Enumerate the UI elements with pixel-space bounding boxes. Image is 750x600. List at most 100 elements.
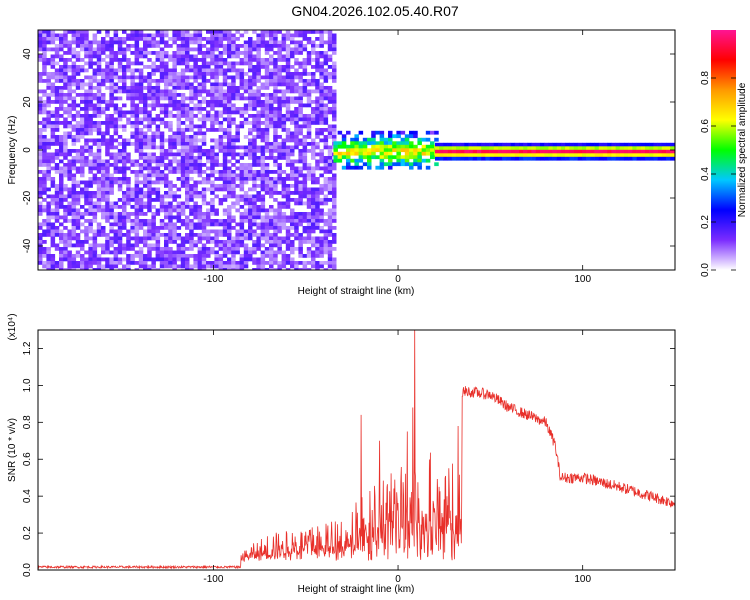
spectrogram-cell	[548, 146, 553, 151]
spectrogram-cell	[122, 30, 127, 34]
spectrogram-cell	[560, 156, 566, 161]
spectrogram-cell	[306, 215, 312, 220]
spectrogram-cell	[151, 257, 156, 262]
spectrogram-cell	[644, 146, 650, 151]
spectrogram-cell	[447, 153, 453, 158]
spectrogram-cell	[350, 137, 355, 142]
spectrogram-cell	[210, 138, 215, 143]
spectrogram-cell	[206, 79, 211, 83]
spectrogram-cell	[197, 240, 203, 244]
spectrogram-cell	[619, 149, 625, 154]
spectrogram-cell	[96, 194, 102, 199]
spectrogram-cell	[54, 138, 60, 143]
spectrogram-cell	[130, 212, 135, 216]
spectrogram-cell	[248, 233, 253, 237]
spectrogram-cell	[302, 152, 308, 157]
spectrogram-cell	[159, 30, 165, 34]
spectrogram-cell	[346, 151, 351, 156]
spectrogram-cell	[290, 82, 295, 87]
spectrogram-cell	[644, 142, 650, 147]
spectrogram-cell	[143, 114, 148, 118]
spectrogram-cell	[193, 103, 198, 108]
spectrogram-cell	[80, 261, 85, 265]
spectrogram-cell	[264, 107, 270, 111]
spectrogram-cell	[332, 261, 337, 265]
spectrogram-cell	[164, 222, 169, 227]
spectrogram-cell	[302, 82, 308, 87]
spectrogram-cell	[172, 215, 177, 220]
spectrogram-xlabel: Height of straight line (km)	[298, 286, 415, 297]
spectrogram-cell	[243, 135, 249, 139]
spectrogram-cell	[67, 254, 72, 258]
spectrogram-cell	[201, 89, 207, 94]
spectrogram-cell	[147, 198, 152, 202]
spectrogram-cell	[67, 82, 72, 87]
spectrogram-cell	[661, 142, 667, 147]
spectrogram-cell	[218, 86, 224, 90]
spectrogram-cell	[168, 212, 173, 216]
spectrogram-cell	[96, 177, 102, 181]
spectrogram-cell	[201, 58, 207, 62]
spectrogram-cell	[117, 79, 123, 83]
spectrogram-cell	[231, 194, 236, 199]
spectrogram-cell	[404, 141, 410, 146]
spectrogram-cell	[294, 184, 299, 188]
spectrogram-cell	[539, 153, 545, 158]
spectrogram-cell	[248, 47, 253, 52]
spectrogram-cell	[243, 110, 249, 115]
spectrogram-cell	[281, 40, 287, 45]
spectrogram-cell	[607, 156, 612, 161]
spectrogram-cell	[122, 212, 127, 216]
spectrogram-cell	[264, 33, 270, 38]
spectrogram-cell	[298, 268, 303, 270]
spectrogram-cell	[168, 138, 173, 143]
spectrogram-cell	[319, 240, 324, 244]
spectrogram-cell	[354, 144, 359, 149]
spectrogram-cell	[180, 82, 186, 87]
spectrogram-cell	[180, 138, 186, 143]
spectrogram-cell	[493, 149, 499, 154]
spectrogram-cell	[193, 264, 198, 269]
spectrogram-cell	[164, 103, 169, 108]
spectrogram-cell	[92, 177, 98, 181]
spectrogram-cell	[260, 82, 266, 87]
spectrogram-cell	[214, 254, 219, 258]
spectrogram-cell	[510, 153, 516, 158]
spectrogram-cell	[180, 44, 186, 48]
spectrogram-cell	[71, 72, 77, 76]
spectrogram-cell	[138, 191, 144, 195]
spectrogram-cell	[598, 146, 604, 151]
spectrogram-cell	[96, 261, 102, 265]
spectrogram-cell	[59, 114, 64, 118]
spectrogram-cell	[92, 152, 98, 157]
spectrogram-cell	[269, 208, 274, 213]
spectrogram-cell	[327, 40, 333, 45]
spectrogram-cell	[298, 65, 303, 69]
spectrogram-cell	[239, 254, 245, 258]
spectrogram-cell	[294, 128, 299, 132]
spectrogram-cell	[109, 180, 114, 185]
spectrogram-cell	[285, 54, 291, 59]
spectrogram-cell	[147, 156, 152, 160]
spectrogram-cell	[231, 201, 236, 206]
spectrogram-cell	[327, 226, 333, 230]
y-tick-label: 0.2	[22, 526, 33, 540]
spectrogram-cell	[59, 215, 64, 220]
spectrogram-cell	[531, 142, 537, 147]
spectrogram-cell	[239, 93, 245, 97]
spectrogram-cell	[134, 229, 140, 234]
spectrogram-cell	[302, 184, 308, 188]
spectrogram-cell	[80, 243, 85, 248]
spectrogram-cell	[46, 142, 51, 146]
spectrogram-cell	[63, 131, 68, 136]
spectrogram-cell	[147, 163, 152, 167]
spectrogram-cell	[315, 110, 320, 115]
spectrogram-cell	[138, 131, 144, 136]
spectrogram-cell	[143, 40, 148, 45]
spectrogram-cell	[147, 254, 152, 258]
spectrogram-cell	[185, 215, 190, 220]
spectrogram-cell	[256, 191, 261, 195]
spectrogram-cell	[88, 166, 93, 171]
spectrogram-cell	[227, 61, 232, 66]
spectrogram-cell	[46, 114, 51, 118]
